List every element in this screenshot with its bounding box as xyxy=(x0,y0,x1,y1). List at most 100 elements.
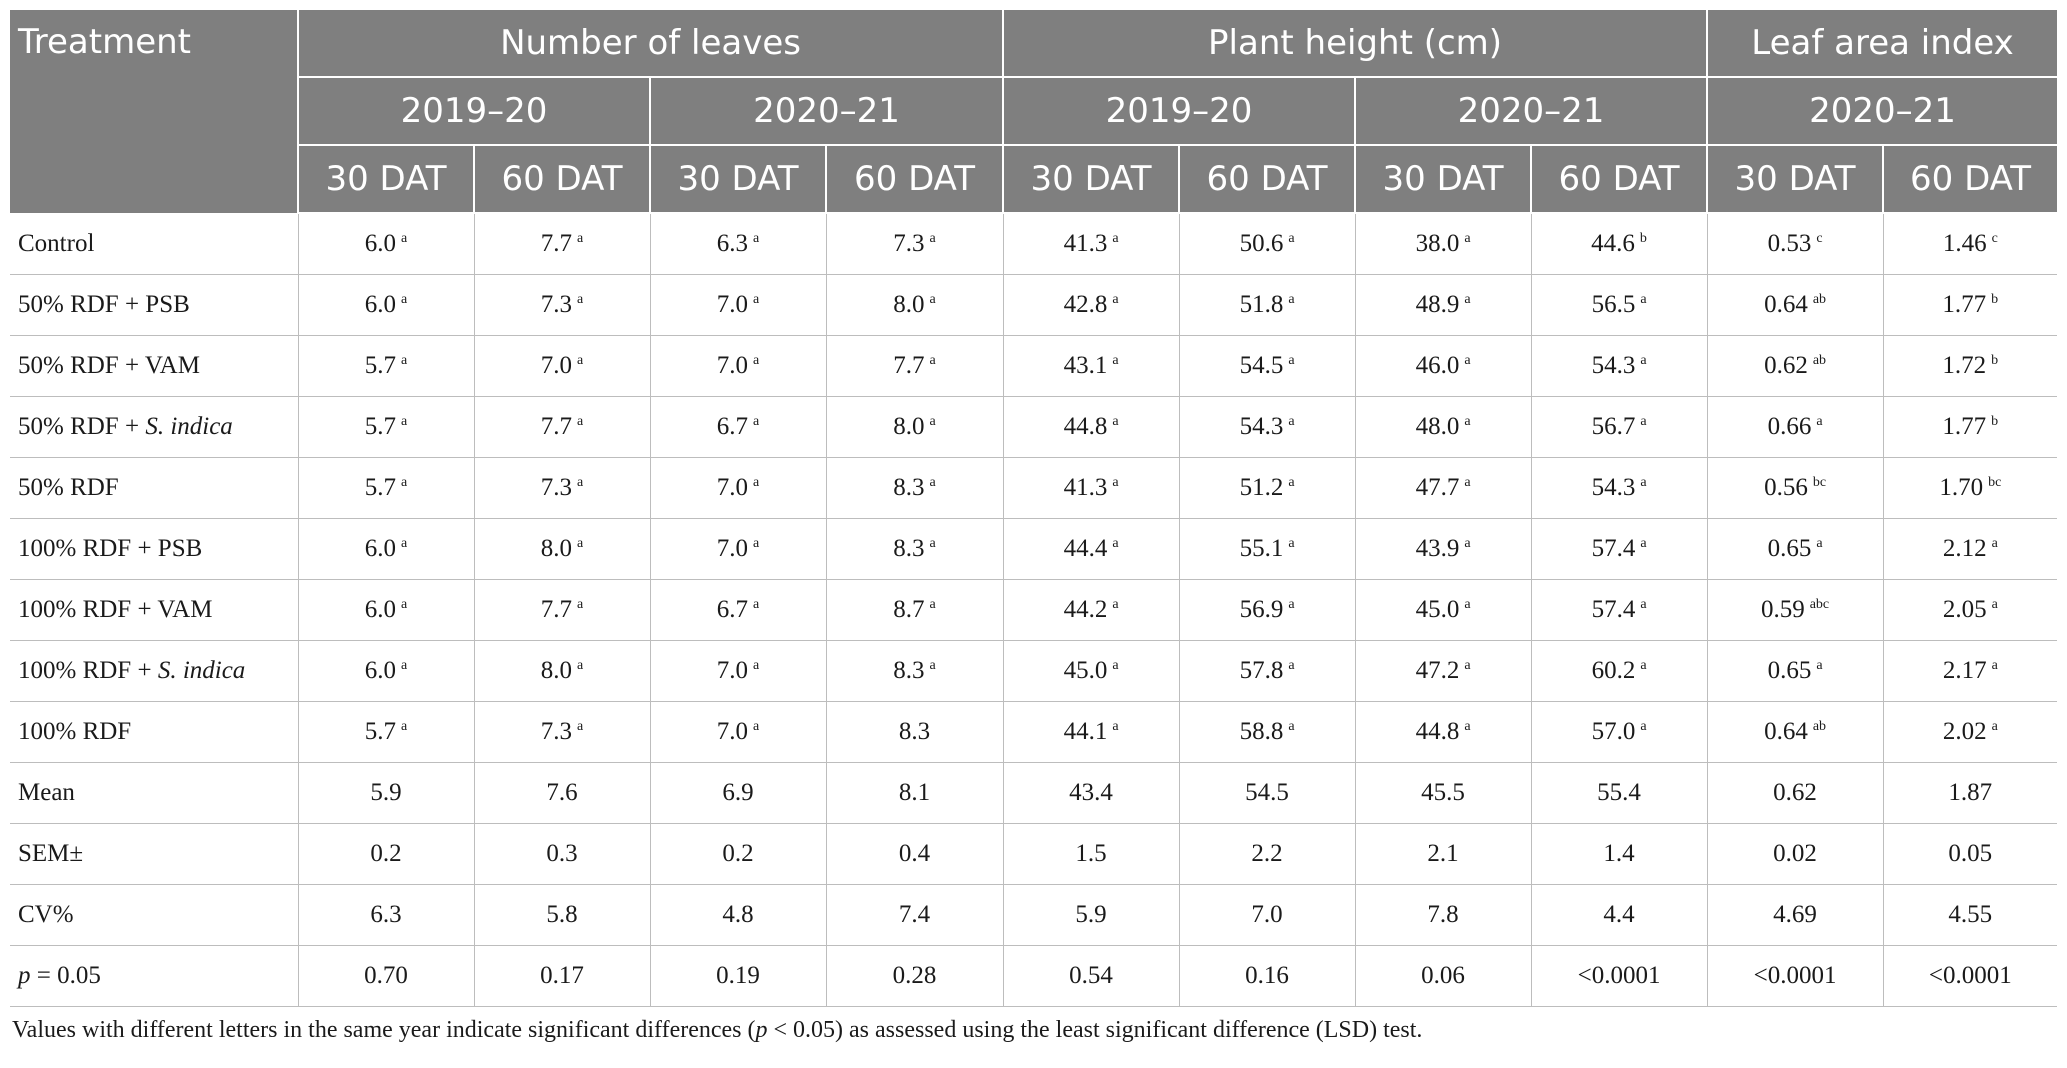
cell-value: 0.65 xyxy=(1767,535,1812,562)
cell-value: 7.0 xyxy=(716,657,749,684)
table-cell: 0.2 xyxy=(650,823,827,885)
treatment-name: Control xyxy=(10,213,299,275)
significance-letter: a xyxy=(1112,353,1119,368)
cell-value: 0.64 xyxy=(1764,291,1808,318)
cell-value: 7.0 xyxy=(716,474,749,501)
significance-letter: a xyxy=(1464,414,1471,429)
table-cell: 8.0 a xyxy=(826,396,1004,458)
significance-letter: a xyxy=(1288,353,1295,368)
cell-value: 0.54 xyxy=(1069,962,1113,989)
table-cell: 5.7 a xyxy=(298,396,475,458)
cell-value: 56.7 xyxy=(1591,413,1636,440)
cell-value: 7.0 xyxy=(716,718,749,745)
cell-value: 58.8 xyxy=(1239,718,1284,745)
table-row: SEM± 0.2 0.3 0.2 0.4 1.5 2.2 2.1 1.4 0.02 0.05 xyxy=(10,823,2058,885)
header-year: 2019–20 xyxy=(298,77,651,146)
cell-value: 1.87 xyxy=(1948,779,1993,806)
cell-value: 2.17 xyxy=(1942,657,1987,684)
table-cell: 45.0 a xyxy=(1355,579,1532,641)
cell-value: 48.0 xyxy=(1415,413,1460,440)
treatment-name-text: 100% RDF + PSB xyxy=(18,535,203,562)
table-cell: 48.0 a xyxy=(1355,396,1532,458)
table-cell: 7.0 a xyxy=(650,457,827,519)
treatment-name: 50% RDF + S. indica xyxy=(10,396,299,458)
cell-value: 8.7 xyxy=(893,596,925,623)
cell-value: 5.7 xyxy=(364,474,397,501)
header-dat: 60 DAT xyxy=(1179,145,1357,214)
table-cell: 41.3 a xyxy=(1003,457,1180,519)
significance-letter: a xyxy=(753,231,760,246)
cell-value: 0.05 xyxy=(1948,840,1993,867)
cell-value: 42.8 xyxy=(1063,291,1108,318)
table-cell: 57.4 a xyxy=(1531,579,1708,641)
cell-value: 7.0 xyxy=(716,352,749,379)
significance-letter: a xyxy=(1112,719,1119,734)
table-cell: 47.2 a xyxy=(1355,640,1532,702)
table-cell: 1.70 bc xyxy=(1883,457,2058,519)
significance-letter: a xyxy=(1991,658,1998,673)
significance-letter: a xyxy=(1288,475,1295,490)
table-cell: 8.0 a xyxy=(826,274,1004,336)
cell-value: 0.62 xyxy=(1773,779,1817,806)
cell-value: 45.5 xyxy=(1421,779,1465,806)
table-cell: 0.64 ab xyxy=(1707,701,1884,763)
cell-value: 41.3 xyxy=(1063,230,1108,257)
cell-value: 43.9 xyxy=(1415,535,1460,562)
table-cell: 1.4 xyxy=(1531,823,1708,885)
table-row: p = 0.05 0.70 0.17 0.19 0.28 0.54 0.16 0.06 <0.0… xyxy=(10,945,2058,1007)
header-dat: 60 DAT xyxy=(474,145,651,214)
significance-letter: a xyxy=(1464,597,1471,612)
table-cell: 7.0 a xyxy=(650,640,827,702)
table-cell: 8.3 a xyxy=(826,457,1004,519)
cell-value: 44.2 xyxy=(1063,596,1108,623)
cell-value: 8.3 xyxy=(893,474,925,501)
cell-value: 5.9 xyxy=(370,779,402,806)
significance-letter: a xyxy=(401,292,408,307)
cell-value: 7.7 xyxy=(540,413,573,440)
table-cell: 54.5 a xyxy=(1179,335,1356,397)
treatment-name-text: 50% RDF + PSB xyxy=(18,291,190,318)
table-cell: 43.4 xyxy=(1003,762,1180,824)
significance-letter: a xyxy=(1288,597,1295,612)
treatment-name: 50% RDF xyxy=(10,457,299,519)
header-group-lai: Leaf area index xyxy=(1707,10,2058,78)
cell-value: 7.3 xyxy=(540,474,573,501)
significance-letter: a xyxy=(1816,414,1823,429)
cell-value: 54.3 xyxy=(1239,413,1284,440)
significance-letter: a xyxy=(753,658,760,673)
table-cell: 8.3 xyxy=(826,701,1004,763)
table-cell: 6.9 xyxy=(650,762,827,824)
table-cell: 57.8 a xyxy=(1179,640,1356,702)
cell-value: 4.4 xyxy=(1603,901,1635,928)
table-cell: 4.55 xyxy=(1883,884,2058,946)
table-cell: 0.16 xyxy=(1179,945,1356,1007)
treatment-name-text: Control xyxy=(18,229,95,257)
cell-value: 44.1 xyxy=(1063,718,1108,745)
table-row: 50% RDF + VAM 5.7 a 7.0 a 7.0 a 7.7 a 43.1 a 54.5 a 4… xyxy=(10,335,2058,397)
table-cell: 8.7 a xyxy=(826,579,1004,641)
table-cell: 0.70 xyxy=(298,945,475,1007)
cell-value: 44.6 xyxy=(1591,230,1635,257)
significance-letter: a xyxy=(1816,658,1823,673)
table-cell: 41.3 a xyxy=(1003,213,1180,275)
table-row: Control 6.0 a 7.7 a 6.3 a 7.3 a 41.3 a 50.6 a 38.0 a 44… xyxy=(10,213,2058,275)
significance-letter: a xyxy=(929,292,936,307)
significance-letter: a xyxy=(577,536,584,551)
table-cell: 43.9 a xyxy=(1355,518,1532,580)
significance-letter: a xyxy=(1288,658,1295,673)
treatment-name-italic: S. indica xyxy=(157,657,246,684)
table-cell: 54.3 a xyxy=(1179,396,1356,458)
table-cell: 0.3 xyxy=(474,823,651,885)
cell-value: 8.1 xyxy=(898,779,931,806)
table-cell: 57.0 a xyxy=(1531,701,1708,763)
table-cell: 45.0 a xyxy=(1003,640,1180,702)
significance-letter: a xyxy=(401,658,408,673)
cell-value: 2.2 xyxy=(1251,840,1283,867)
table-cell: 56.7 a xyxy=(1531,396,1708,458)
cell-value: 0.64 xyxy=(1764,718,1808,745)
table-row: CV% 6.3 5.8 4.8 7.4 5.9 7.0 7.8 4.4 4.69 4.55 xyxy=(10,884,2058,946)
table-cell: 0.62 xyxy=(1707,762,1884,824)
significance-letter: a xyxy=(577,292,584,307)
header-dat: 60 DAT xyxy=(1531,145,1709,214)
cell-value: 8.0 xyxy=(540,657,573,684)
